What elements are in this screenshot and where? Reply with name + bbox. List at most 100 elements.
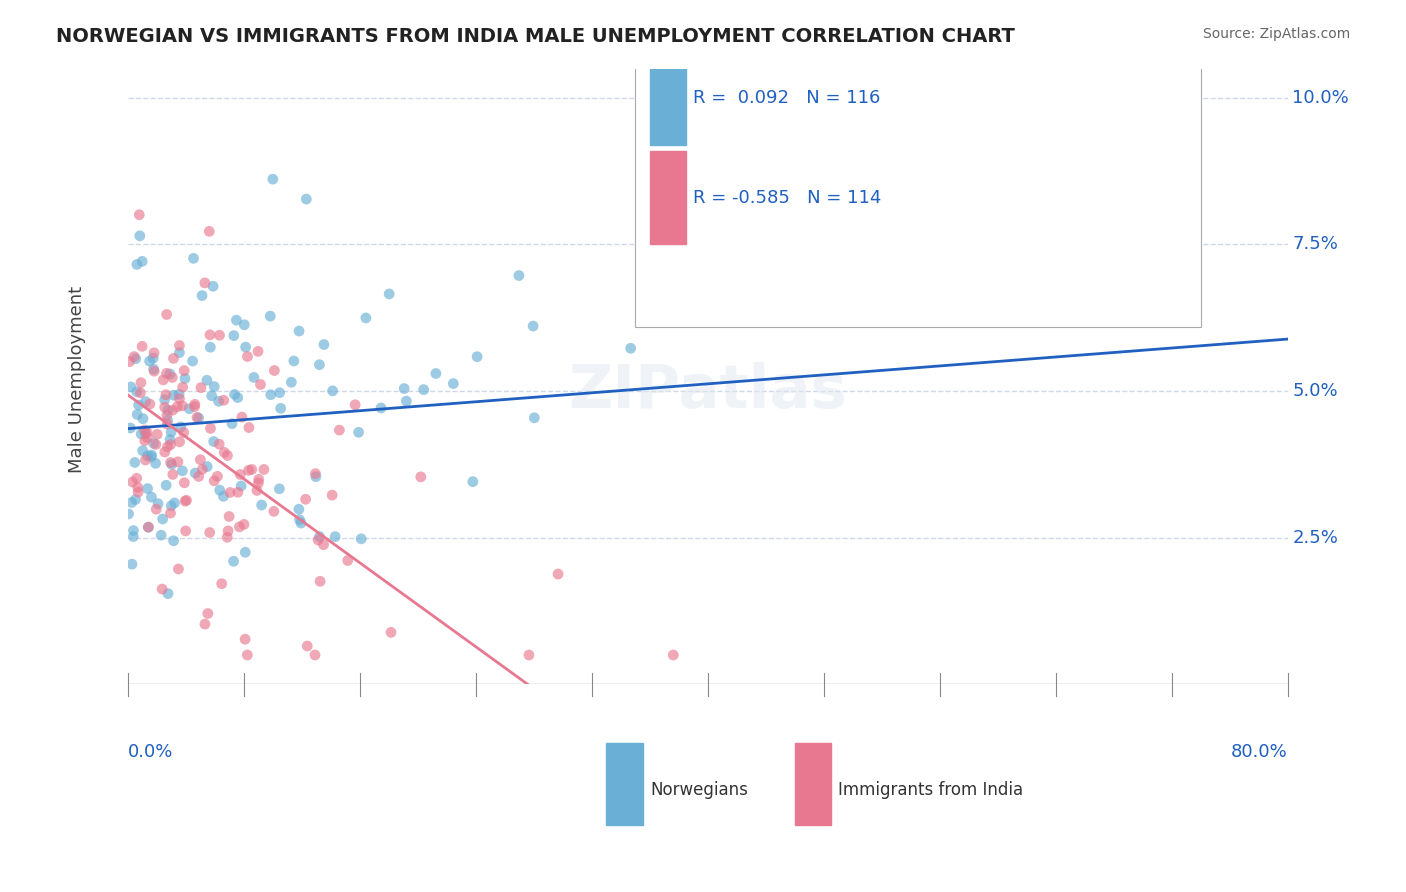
Point — [240, 462, 263, 476]
Point — [344, 398, 367, 412]
Point — [290, 516, 312, 530]
Point — [167, 387, 190, 401]
Point — [186, 410, 208, 425]
Point — [127, 408, 149, 422]
Point — [392, 382, 415, 396]
Point — [202, 434, 225, 449]
Text: 7.5%: 7.5% — [1292, 235, 1339, 253]
Point — [121, 475, 143, 489]
Point — [125, 471, 148, 485]
Point — [134, 423, 156, 437]
Point — [136, 520, 159, 534]
Point — [323, 530, 346, 544]
Point — [136, 431, 159, 445]
Point — [322, 384, 344, 398]
Text: Immigrants from India: Immigrants from India — [838, 780, 1024, 799]
Point — [162, 403, 184, 417]
Point — [243, 370, 266, 384]
Point — [124, 492, 146, 507]
Point — [155, 367, 177, 381]
Point — [156, 408, 179, 422]
Point — [269, 482, 291, 496]
Point — [217, 449, 239, 463]
Point — [169, 345, 191, 359]
Point — [131, 443, 153, 458]
Point — [194, 276, 217, 290]
Point — [321, 488, 343, 502]
Point — [121, 495, 143, 509]
Point — [294, 492, 316, 507]
Point — [198, 327, 221, 342]
Point — [620, 341, 643, 355]
Point — [207, 469, 229, 483]
Point — [441, 376, 464, 391]
Point — [200, 421, 222, 435]
Point — [134, 434, 156, 448]
Point — [233, 632, 256, 647]
Point — [547, 567, 569, 582]
Point — [212, 489, 235, 503]
Point — [150, 582, 173, 596]
Point — [141, 490, 163, 504]
Text: NORWEGIAN VS IMMIGRANTS FROM INDIA MALE UNEMPLOYMENT CORRELATION CHART: NORWEGIAN VS IMMIGRANTS FROM INDIA MALE … — [56, 27, 1015, 45]
Point — [141, 448, 163, 462]
Point — [174, 371, 197, 385]
Point — [233, 318, 256, 332]
Point — [194, 617, 217, 632]
Point — [173, 363, 195, 377]
Bar — [794, 743, 831, 825]
Point — [159, 437, 181, 451]
Point — [159, 433, 181, 447]
Point — [308, 358, 330, 372]
Point — [127, 485, 149, 500]
Point — [141, 450, 163, 464]
Point — [125, 258, 148, 272]
Point — [212, 393, 235, 408]
Point — [222, 554, 245, 568]
Point — [288, 513, 311, 527]
Point — [347, 425, 370, 440]
Point — [297, 639, 319, 653]
Point — [150, 528, 173, 542]
Point — [236, 350, 259, 364]
Point — [128, 228, 150, 243]
Point — [132, 411, 155, 425]
Point — [307, 533, 329, 547]
Point — [328, 423, 350, 437]
Point — [304, 648, 326, 662]
Point — [142, 351, 165, 366]
Point — [136, 449, 159, 463]
Point — [253, 462, 276, 476]
Point — [263, 504, 285, 518]
Point — [523, 410, 546, 425]
Point — [135, 394, 157, 409]
Point — [187, 469, 209, 483]
Point — [146, 497, 169, 511]
Point — [202, 379, 225, 393]
Point — [172, 399, 194, 413]
Point — [181, 354, 204, 368]
Point — [308, 530, 330, 544]
Point — [136, 482, 159, 496]
Point — [350, 532, 373, 546]
Point — [122, 530, 145, 544]
Point — [662, 648, 685, 662]
Point — [156, 308, 179, 322]
Point — [136, 425, 159, 440]
Point — [461, 475, 484, 489]
Point — [162, 467, 184, 482]
Point — [120, 380, 142, 394]
Point — [269, 385, 291, 400]
Point — [395, 394, 418, 409]
Point — [169, 392, 191, 406]
Point — [170, 420, 193, 434]
Point — [139, 397, 162, 411]
Point — [153, 392, 176, 407]
Point — [125, 351, 148, 366]
Point — [208, 483, 231, 498]
Point — [283, 354, 305, 368]
Point — [156, 413, 179, 427]
Point — [131, 254, 153, 268]
Point — [145, 456, 167, 470]
Text: R = -0.585   N = 114: R = -0.585 N = 114 — [693, 188, 882, 207]
